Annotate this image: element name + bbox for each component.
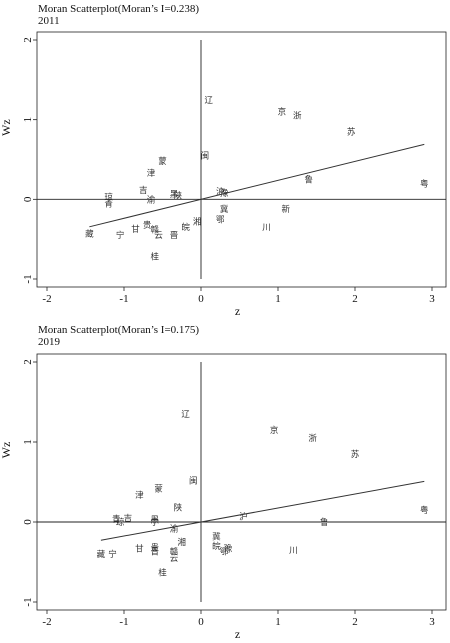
x-axis-label: z <box>235 627 240 641</box>
point-label: 苏 <box>351 449 360 460</box>
y-tick-label: 0 <box>22 196 34 202</box>
fitted-line <box>89 143 425 228</box>
y-tick-label: -1 <box>22 597 34 606</box>
point-label: 鄂 <box>220 548 229 558</box>
point-label: 琼 <box>104 192 113 203</box>
x-tick-label: 2 <box>352 293 358 305</box>
x-tick-label: 3 <box>429 616 435 628</box>
point-label: 云 <box>154 231 163 241</box>
y-axis-label: Wz <box>0 442 13 459</box>
plot-frame <box>36 31 447 288</box>
y-tick-label: 2 <box>22 37 34 43</box>
point-label: 闽 <box>201 151 210 162</box>
point-label: 赣 <box>170 547 179 558</box>
point-label: 贵 <box>151 543 160 554</box>
chart-subtitle: 2019 <box>38 336 60 348</box>
point-label: 桂 <box>158 567 167 578</box>
point-label: 贵 <box>143 220 152 231</box>
x-tick-label: 3 <box>429 293 435 305</box>
point-label: 京 <box>270 425 279 436</box>
chart-subtitle: 2011 <box>38 15 60 27</box>
point-label: 津 <box>135 490 144 501</box>
point-label: 皖 <box>181 222 190 233</box>
y-tick-label: 1 <box>22 117 34 123</box>
point-label: 闽 <box>189 475 198 486</box>
moran-chart-2011: Moran Scatterplot(Moran’s I=0.238) 2011 … <box>0 0 450 321</box>
x-tick-label: -1 <box>119 293 128 305</box>
point-label: 吉 <box>124 514 133 524</box>
point-label: 京 <box>278 107 287 118</box>
moran-chart-2019: Moran Scatterplot(Moran’s I=0.175) 2019 … <box>0 321 450 643</box>
point-label: 蒙 <box>154 483 163 494</box>
chart-title: Moran Scatterplot(Moran’s I=0.238) <box>38 3 200 15</box>
point-label: 豫 <box>224 543 233 554</box>
x-tick-label: 1 <box>275 293 281 305</box>
point-label: 藏 <box>85 229 94 240</box>
point-label: 沪 <box>216 186 225 197</box>
point-label: 浙 <box>308 433 317 444</box>
point-label: 琼 <box>116 517 125 528</box>
point-label: 冀 <box>220 204 229 215</box>
point-label: 宁 <box>116 230 125 241</box>
x-tick-label: -2 <box>42 616 51 628</box>
fitted-line <box>100 480 425 541</box>
y-tick-label: 2 <box>22 359 34 365</box>
x-tick-label: -2 <box>42 293 51 305</box>
point-label: 鲁 <box>305 174 314 185</box>
point-label: 浙 <box>293 111 302 122</box>
point-label: 鲁 <box>320 517 329 528</box>
point-label: 陕 <box>174 503 183 514</box>
point-label: 粤 <box>420 505 429 516</box>
point-label: 渝 <box>147 194 156 205</box>
plot-frame <box>36 353 447 611</box>
point-label: 苏 <box>347 127 356 138</box>
y-tick-label: -1 <box>22 274 34 283</box>
point-label: 豫 <box>220 188 229 199</box>
point-label: 津 <box>147 168 156 179</box>
chart-title: Moran Scatterplot(Moran’s I=0.175) <box>38 324 200 336</box>
point-label: 宁 <box>151 517 160 528</box>
point-label: 渝 <box>170 523 179 534</box>
point-label: 赣 <box>151 225 160 236</box>
point-label: 藏 <box>97 549 106 560</box>
point-label: 皖 <box>212 541 221 552</box>
x-tick-label: 1 <box>275 616 281 628</box>
point-label: 甘 <box>135 543 144 554</box>
point-label: 青 <box>112 514 121 525</box>
x-tick-label: 2 <box>352 616 358 628</box>
point-label: 辽 <box>204 96 213 106</box>
point-label: 川 <box>262 223 271 233</box>
point-label: 青 <box>104 198 113 209</box>
y-axis-label: Wz <box>0 119 13 136</box>
point-label: 甘 <box>131 224 140 235</box>
point-label: 川 <box>289 546 298 556</box>
point-label: 黑 <box>170 190 179 200</box>
scatter-plot-svg: -2 -1 0 1 2 3-1012zWz辽京浙苏粤闽蒙津陕沪鲁吉青琼 黑宁渝冀湘皖豫鄂 川甘… <box>0 353 447 641</box>
point-label: 粤 <box>420 178 429 189</box>
point-label: 新 <box>281 204 290 215</box>
x-axis-label: z <box>235 304 240 318</box>
point-label: 辽 <box>181 410 190 420</box>
x-tick-label: -1 <box>119 616 128 628</box>
point-label: 吉 <box>139 186 148 196</box>
point-label: 鄂 <box>216 215 225 225</box>
point-label: 黑 <box>151 516 160 526</box>
y-tick-label: 1 <box>22 439 34 445</box>
point-label: 晋 <box>151 548 160 558</box>
y-tick-label: 0 <box>22 519 34 525</box>
point-label: 湘 <box>177 537 186 548</box>
point-label: 冀 <box>212 531 221 542</box>
point-label: 宁 <box>108 549 117 560</box>
point-label: 云 <box>170 554 179 564</box>
point-label: 蒙 <box>158 156 167 167</box>
point-label: 晋 <box>170 231 179 241</box>
point-label: 桂 <box>151 252 160 263</box>
x-tick-label: 0 <box>198 293 204 305</box>
x-tick-label: 0 <box>198 616 204 628</box>
point-label: 陕 <box>174 190 183 201</box>
point-label: 湘 <box>193 217 202 228</box>
point-label: 沪 <box>239 511 248 522</box>
